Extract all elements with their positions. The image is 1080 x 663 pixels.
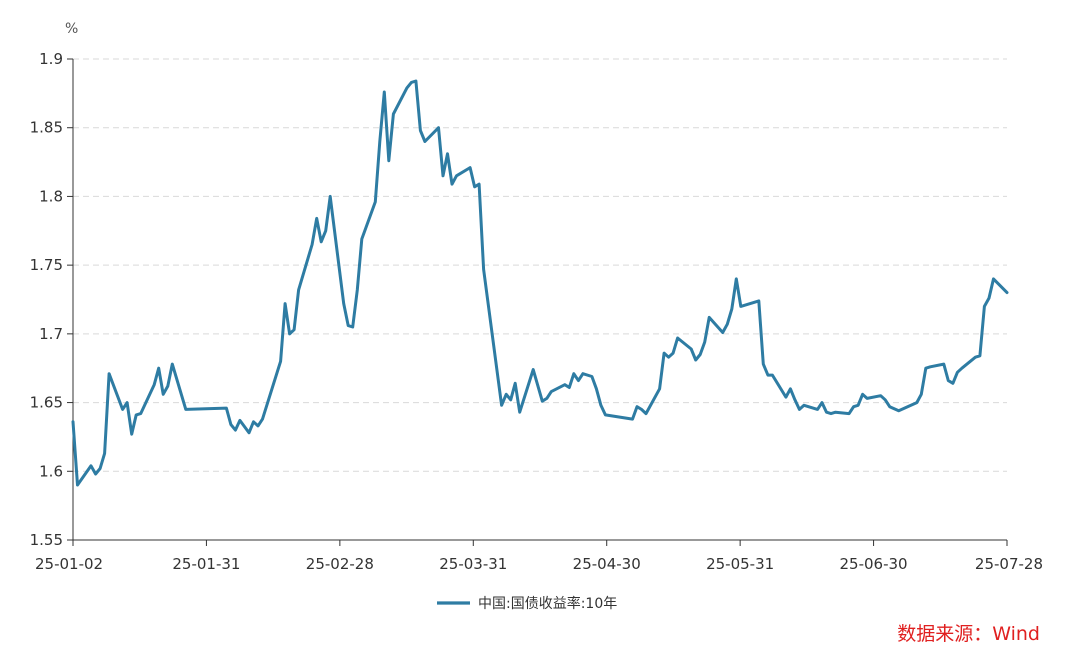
series-line bbox=[71, 79, 1009, 487]
x-tick-label: 25-02-28 bbox=[306, 555, 374, 573]
y-tick-label: 1.55 bbox=[30, 531, 63, 549]
x-tick-label: 25-01-02 bbox=[35, 555, 103, 573]
y-tick-label: 1.7 bbox=[39, 325, 63, 343]
legend: 中国:国债收益率:10年 bbox=[437, 595, 617, 612]
x-tick-label: 25-04-30 bbox=[573, 555, 641, 573]
y-axis: 1.55 1.6 1.65 1.7 1.75 1.8 1.85 1.9 bbox=[30, 50, 74, 549]
y-unit-label: % bbox=[65, 21, 78, 37]
y-tick-label: 1.85 bbox=[30, 119, 63, 137]
x-tick-label: 25-01-31 bbox=[172, 555, 240, 573]
grid-lines bbox=[73, 58, 1007, 472]
x-tick-label: 25-05-31 bbox=[706, 555, 774, 573]
legend-label: 中国:国债收益率:10年 bbox=[478, 595, 617, 612]
x-tick-label: 25-06-30 bbox=[840, 555, 908, 573]
y-tick-label: 1.9 bbox=[39, 50, 63, 68]
y-tick-label: 1.75 bbox=[30, 256, 63, 274]
y-tick-label: 1.8 bbox=[39, 187, 63, 205]
x-tick-label: 25-07-28 bbox=[975, 555, 1043, 573]
y-tick-label: 1.6 bbox=[39, 462, 63, 480]
source-note: 数据来源：Wind bbox=[897, 623, 1040, 645]
x-tick-label: 25-03-31 bbox=[439, 555, 507, 573]
series-layer bbox=[71, 79, 1009, 487]
y-tick-label: 1.65 bbox=[30, 394, 63, 412]
x-axis: 25-01-02 25-01-31 25-02-28 25-03-31 25-04-30… bbox=[35, 539, 1043, 573]
